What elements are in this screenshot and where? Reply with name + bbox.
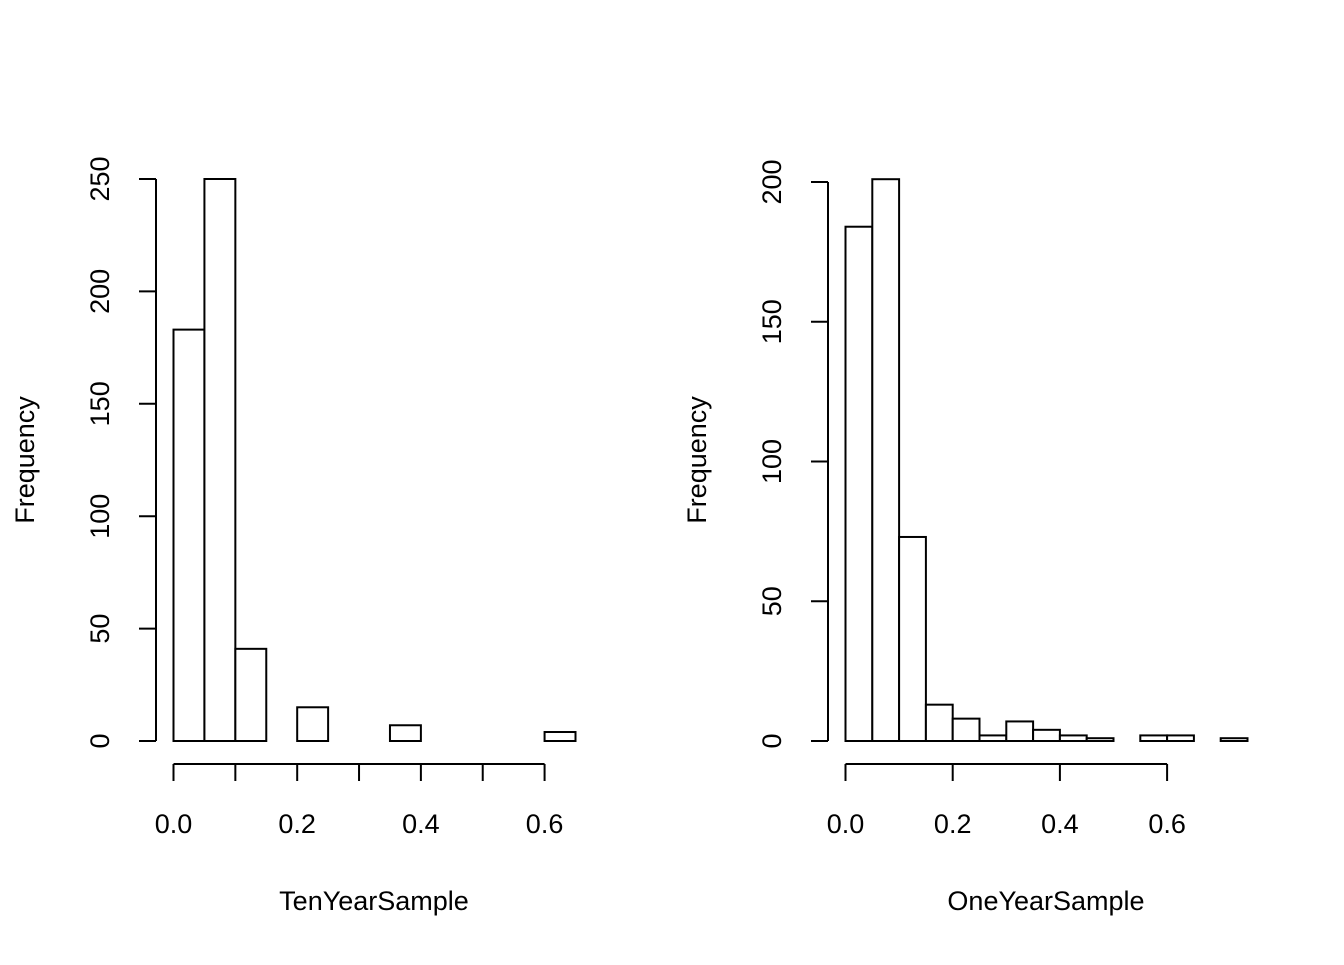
- y-tick-label: 150: [757, 299, 787, 344]
- histogram-bar: [234, 647, 268, 742]
- x-tick-label: 0.0: [155, 809, 193, 839]
- histogram-bar: [543, 731, 577, 742]
- y-tick-label: 200: [85, 269, 115, 314]
- y-tick-label: 100: [757, 439, 787, 484]
- histogram-bar: [951, 717, 981, 743]
- histogram-bar: [1219, 737, 1249, 743]
- x-tick-label: 0.2: [278, 809, 316, 839]
- y-tick-label: 150: [85, 381, 115, 426]
- histogram-bar: [1139, 734, 1169, 742]
- x-tick-label: 0.6: [1148, 809, 1186, 839]
- histogram-bar: [978, 734, 1008, 742]
- histogram-bar: [924, 703, 954, 742]
- y-tick-label: 100: [85, 494, 115, 539]
- x-tick-label: 0.4: [1041, 809, 1079, 839]
- x-tick-label: 0.2: [934, 809, 972, 839]
- y-axis-title: Frequency: [682, 396, 712, 524]
- histogram-bar: [898, 535, 927, 743]
- histogram-bar: [1085, 737, 1115, 743]
- x-tick-label: 0.4: [402, 809, 440, 839]
- y-tick-label: 0: [757, 733, 787, 748]
- histogram-bar: [1032, 728, 1061, 743]
- x-tick-label: 0.0: [827, 809, 865, 839]
- histogram-bar: [172, 328, 206, 742]
- histogram-bar: [1058, 734, 1088, 742]
- histogram-bar: [203, 178, 237, 742]
- x-axis-title: OneYearSample: [947, 886, 1144, 916]
- y-tick-label: 50: [85, 614, 115, 644]
- histogram-panel-ten-year: TenYearSample Frequency 0.0 0.2 0.4 0.6 0 50 1…: [10, 156, 577, 916]
- histogram-panel-one-year: OneYearSample Frequency 0.0 0.2 0.4 0.6 0 50 1…: [682, 159, 1249, 916]
- y-axis-title: Frequency: [10, 396, 40, 524]
- y-tick-label: 250: [85, 156, 115, 201]
- y-tick-label: 50: [757, 586, 787, 616]
- y-tick-label: 200: [757, 159, 787, 204]
- x-tick-label: 0.6: [526, 809, 564, 839]
- y-tick-label: 0: [85, 733, 115, 748]
- histogram-bar: [1005, 720, 1035, 742]
- histogram-bar: [296, 706, 330, 743]
- x-axis-title: TenYearSample: [279, 886, 469, 916]
- histogram-bar: [871, 178, 901, 742]
- histogram-bar: [1166, 734, 1195, 742]
- histogram-bar: [844, 225, 874, 743]
- histogram-bar: [388, 724, 422, 742]
